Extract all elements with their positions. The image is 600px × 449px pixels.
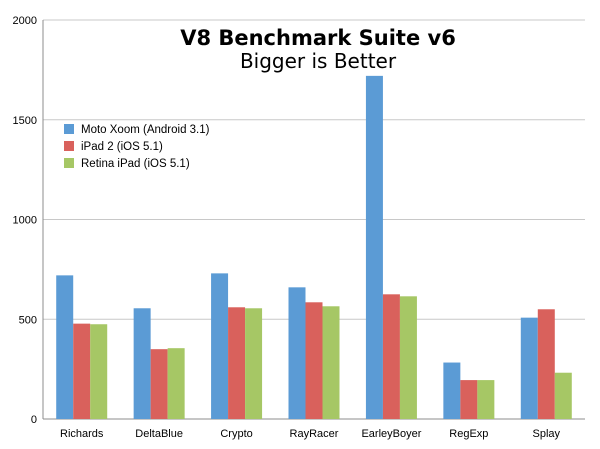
bar — [477, 380, 495, 419]
bar — [73, 323, 91, 419]
x-tick-label: Crypto — [220, 428, 252, 440]
legend-swatch — [64, 158, 74, 168]
y-tick-label: 1500 — [13, 115, 37, 127]
x-tick-label: Splay — [533, 428, 561, 440]
bar — [322, 306, 340, 419]
legend-label: Retina iPad (iOS 5.1) — [81, 158, 190, 170]
bar — [56, 275, 74, 419]
x-tick-label: Richards — [60, 428, 104, 440]
bar — [443, 362, 461, 419]
legend-swatch — [64, 124, 74, 134]
x-tick-label: RegExp — [449, 428, 488, 440]
y-tick-label: 1000 — [13, 215, 37, 227]
bars-layer — [56, 75, 572, 420]
bar — [211, 273, 229, 419]
x-tick-label: EarleyBoyer — [361, 428, 421, 440]
bar — [382, 294, 400, 419]
bar — [305, 302, 323, 419]
bar — [537, 309, 555, 419]
legend-label: Moto Xoom (Android 3.1) — [81, 124, 210, 136]
y-tick-label: 2000 — [13, 15, 37, 27]
y-tick-label: 500 — [19, 314, 37, 326]
grid-layer — [43, 19, 585, 420]
bar — [90, 324, 108, 419]
legend-label: iPad 2 (iOS 5.1) — [81, 141, 163, 153]
chart-title: V8 Benchmark Suite v6 — [180, 26, 456, 50]
bar — [399, 296, 417, 419]
bar — [460, 380, 478, 419]
x-tick-label: DeltaBlue — [135, 428, 183, 440]
bar — [133, 308, 151, 419]
bar — [365, 75, 383, 420]
x-tick-label: RayRacer — [290, 428, 339, 440]
bar — [288, 287, 306, 419]
y-tick-label: 0 — [31, 414, 37, 426]
bar — [554, 372, 572, 419]
bar — [245, 308, 263, 419]
bar — [167, 348, 185, 419]
bar — [520, 317, 538, 419]
bar — [228, 307, 246, 419]
bar — [150, 349, 168, 419]
legend: Moto Xoom (Android 3.1) iPad 2 (iOS 5.1) R… — [64, 124, 210, 170]
chart-subtitle: Bigger is Better — [240, 49, 397, 73]
axis-layer: 0 500 1000 1500 2000 Richards DeltaBlue Crypto R… — [13, 15, 561, 440]
legend-swatch — [64, 141, 74, 151]
